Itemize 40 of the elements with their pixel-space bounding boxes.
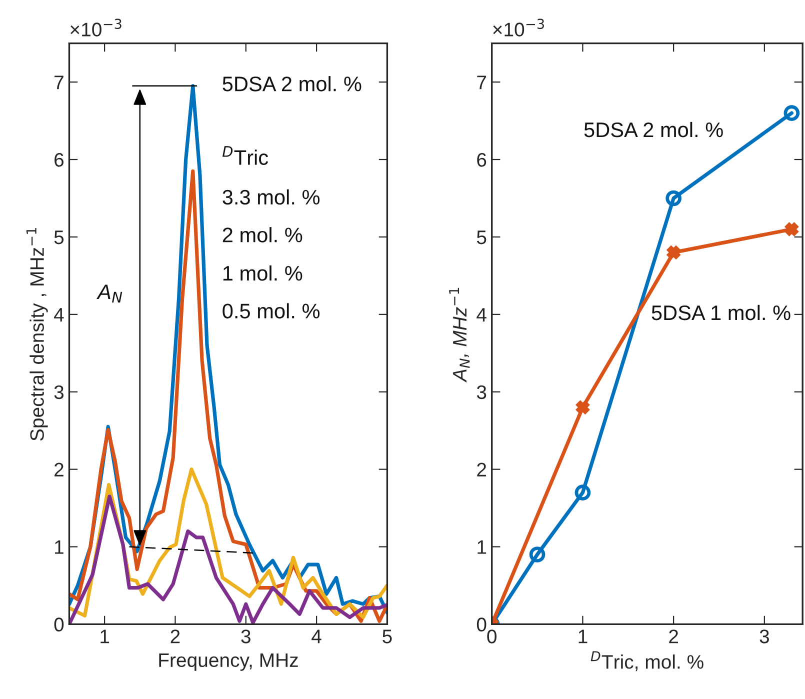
annotation: $^{D}$Tric bbox=[222, 146, 268, 165]
y-tick-label: 1 bbox=[478, 540, 486, 554]
y-tick-label: 1 bbox=[55, 540, 64, 554]
x-axis-title: $^{D}$Tric, mol. % bbox=[590, 651, 704, 672]
y-tick-label: 5 bbox=[54, 230, 64, 244]
y-tick-label: 2 bbox=[54, 462, 64, 476]
x-tick-label: 1 bbox=[578, 630, 588, 644]
x-tick-label: 2 bbox=[170, 630, 180, 644]
y-tick-label: 6 bbox=[54, 152, 64, 167]
x-tick-label: 3 bbox=[760, 630, 769, 644]
y-tick-label: 0 bbox=[476, 618, 486, 632]
text: ×10$^{−3}$ bbox=[70, 18, 122, 36]
y-axis-title: Spectral density , MHz$^{−1}$ bbox=[26, 228, 48, 441]
annotation: 5DSA 2 mol. % bbox=[222, 76, 362, 92]
y-tick-label: 4 bbox=[476, 308, 486, 322]
x-tick-label: 3 bbox=[241, 630, 250, 644]
y-tick-label: 6 bbox=[477, 152, 486, 167]
annotation: 5DSA 2 mol. % bbox=[584, 122, 723, 138]
annotation: A$_{N}$ bbox=[96, 284, 122, 302]
text: ×10$^{−3}$ bbox=[493, 18, 544, 36]
x-tick-label: 4 bbox=[312, 630, 322, 644]
x-tick-label: 1 bbox=[100, 630, 110, 644]
annotation: 0.5 mol. % bbox=[222, 303, 320, 318]
y-tick-label: 7 bbox=[477, 76, 486, 90]
annotation: 1 mol. % bbox=[223, 265, 302, 281]
annotation: 2 mol. % bbox=[222, 227, 302, 242]
y-tick-label: 0 bbox=[54, 618, 64, 632]
y-tick-label: 2 bbox=[477, 462, 486, 476]
x-axis-title: Frequency, MHz bbox=[159, 653, 298, 671]
y-tick-label: 7 bbox=[54, 76, 64, 90]
x-tick-label: 2 bbox=[669, 630, 678, 644]
annotation: 5DSA 1 mol. % bbox=[652, 304, 790, 320]
x-tick-label: 5 bbox=[382, 630, 392, 644]
annotation: 3.3 mol. % bbox=[222, 189, 320, 205]
y-tick-label: 3 bbox=[54, 385, 64, 400]
x-tick-label: 0 bbox=[487, 630, 496, 644]
y-tick-label: 4 bbox=[54, 308, 64, 322]
y-tick-label: 5 bbox=[476, 230, 486, 244]
y-axis-title: A$_{N}$, MHz$^{−1}$ bbox=[449, 288, 470, 382]
y-tick-label: 3 bbox=[476, 385, 486, 400]
